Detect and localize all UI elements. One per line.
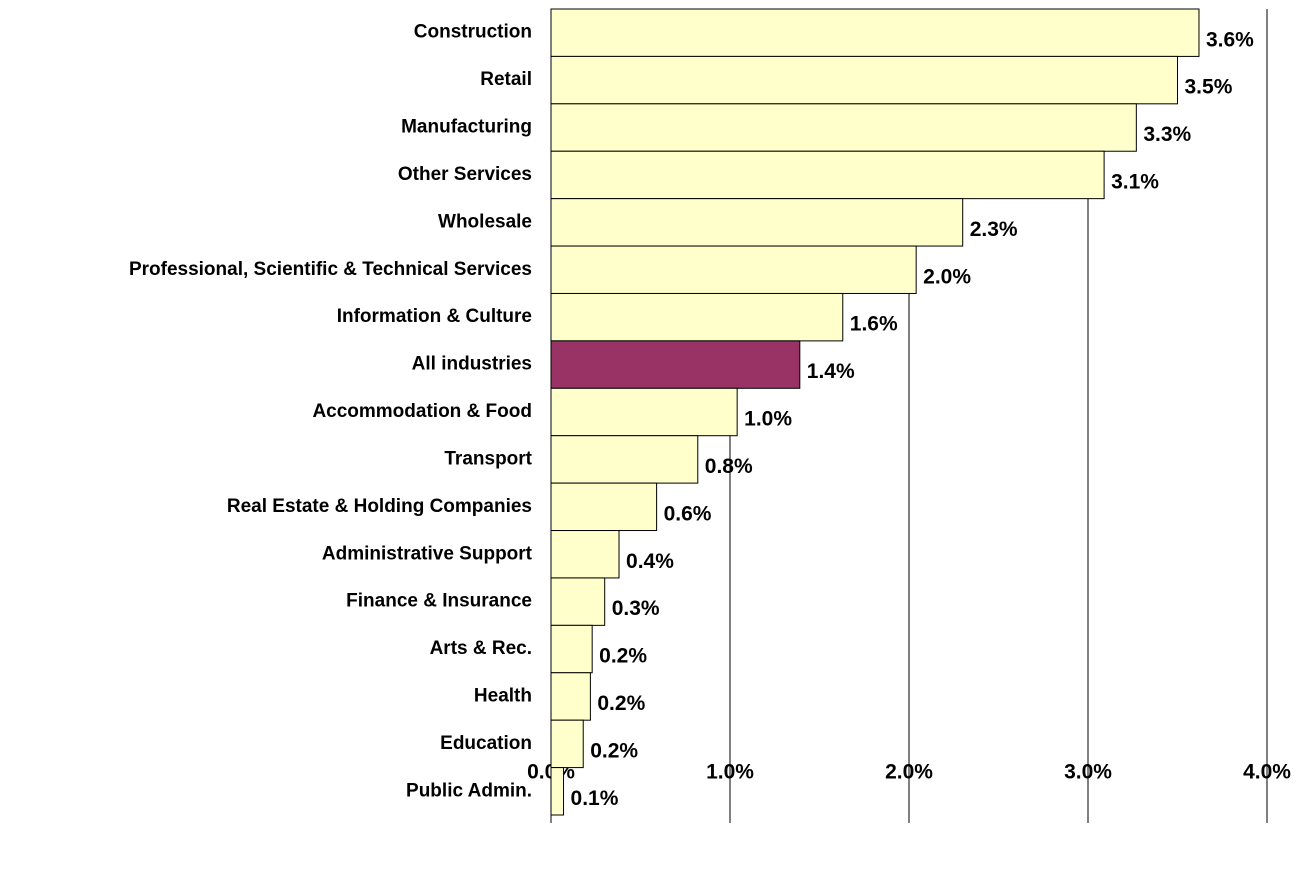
y-tick-label: Finance & Insurance [346, 591, 532, 612]
bar [550, 245, 917, 294]
y-tick-label: Arts & Rec. [430, 638, 532, 659]
bar [550, 340, 801, 389]
y-tick-label: Accommodation & Food [312, 401, 532, 422]
value-label: 1.0% [744, 408, 792, 431]
y-tick-label: Education [440, 733, 532, 754]
y-tick-label: Retail [480, 69, 532, 90]
bar [550, 435, 699, 484]
value-label: 0.4% [626, 550, 674, 573]
bar [550, 292, 844, 342]
value-label: 0.2% [599, 645, 647, 668]
value-label: 3.5% [1185, 76, 1233, 99]
value-label: 0.2% [597, 692, 645, 715]
value-label: 3.3% [1143, 123, 1191, 146]
bar [550, 150, 1105, 200]
value-label: 0.3% [612, 597, 660, 620]
value-label: 0.6% [664, 502, 712, 525]
y-tick-label: Wholesale [438, 211, 532, 232]
bar [550, 767, 565, 816]
value-label: 2.0% [923, 265, 971, 288]
y-tick-label: Real Estate & Holding Companies [227, 496, 532, 517]
bar [550, 624, 593, 674]
value-label: 0.8% [705, 455, 753, 478]
x-tick-label: 1.0% [706, 761, 754, 784]
bar [550, 198, 964, 247]
y-tick-label: Manufacturing [401, 117, 532, 138]
y-tick-label: Professional, Scientific & Technical Ser… [129, 259, 532, 280]
x-tick-label: 4.0% [1243, 761, 1291, 784]
y-tick-label: Information & Culture [337, 306, 532, 327]
bar [550, 8, 1200, 57]
y-tick-label: Other Services [398, 164, 532, 185]
bar [550, 387, 738, 437]
y-tick-label: Administrative Support [322, 543, 533, 564]
value-label: 0.2% [590, 739, 638, 762]
bar [550, 577, 606, 626]
bar [550, 530, 620, 579]
value-label: 1.4% [807, 360, 855, 383]
bar [550, 672, 591, 721]
value-label: 3.1% [1111, 170, 1159, 193]
x-tick-label: 3.0% [1064, 761, 1112, 784]
value-label: 2.3% [970, 218, 1018, 241]
y-tick-label: Health [474, 685, 532, 706]
y-tick-label: All industries [412, 354, 532, 375]
bar [550, 55, 1178, 105]
y-tick-label: Construction [414, 22, 532, 43]
bar [550, 719, 584, 769]
x-tick-label: 2.0% [885, 761, 933, 784]
y-tick-label: Public Admin. [406, 780, 532, 801]
bar [550, 482, 658, 532]
y-tick-label: Transport [444, 448, 532, 469]
value-label: 1.6% [850, 313, 898, 336]
bar [550, 103, 1137, 152]
value-label: 0.1% [571, 787, 619, 810]
value-label: 3.6% [1206, 28, 1254, 51]
